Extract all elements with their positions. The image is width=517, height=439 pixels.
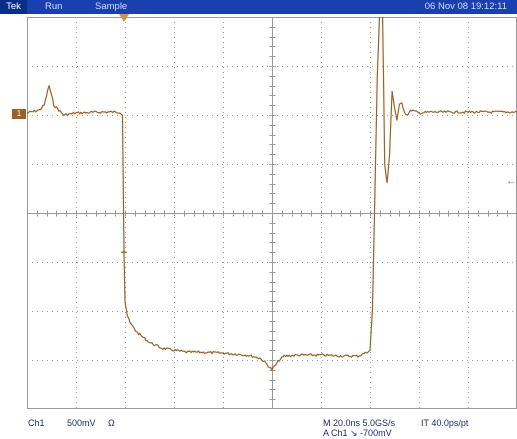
status-bar: Tek Run Sample 06 Nov 08 19:12:11	[0, 0, 517, 14]
timebase-readout: M 20.0ns 5.0GS/s	[323, 418, 396, 428]
readout-bar: Ch1 500mV Ω M 20.0ns 5.0GS/s IT 40.0ps/p…	[0, 412, 517, 438]
run-state-label[interactable]: Run	[45, 1, 63, 12]
waveform-trace	[27, 17, 517, 371]
record-interval-readout: IT 40.0ps/pt	[421, 418, 469, 428]
volts-per-div: 500mV	[67, 418, 96, 428]
channel-label[interactable]: Ch1	[28, 418, 45, 428]
graticule	[27, 17, 517, 409]
acquisition-mode-label[interactable]: Sample	[95, 1, 128, 12]
trigger-readout: A Ch1 ↘ -700mV	[323, 428, 392, 438]
datetime-label: 06 Nov 08 19:12:11	[424, 1, 507, 12]
brand-label: Tek	[0, 0, 27, 14]
ch1-trace	[27, 17, 517, 371]
grid-lines	[27, 17, 517, 409]
trigger-level-arrow[interactable]: ←	[506, 175, 517, 187]
waveform-plot	[27, 17, 517, 409]
channel-1-ground-marker[interactable]: 1	[12, 109, 26, 119]
coupling-symbol: Ω	[108, 418, 115, 428]
